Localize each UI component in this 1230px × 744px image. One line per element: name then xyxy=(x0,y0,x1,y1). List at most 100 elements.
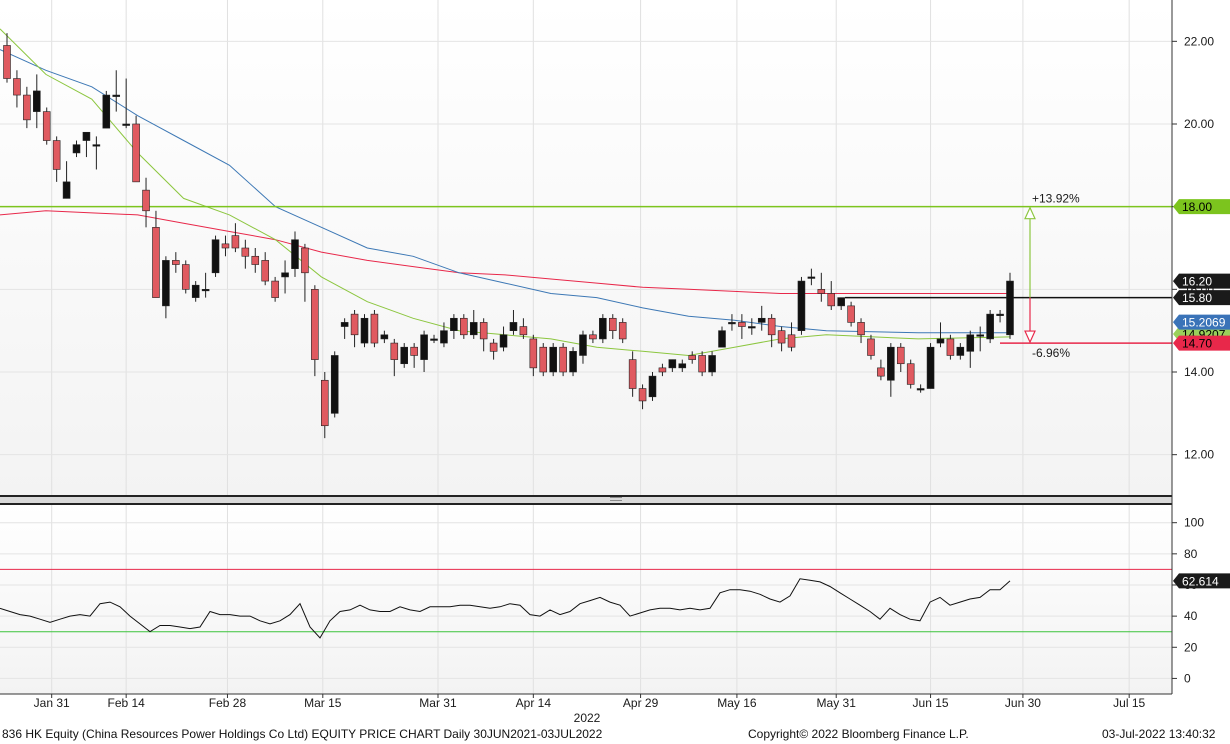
tag-level-upper: 18.00 xyxy=(1173,199,1230,215)
candle xyxy=(52,136,61,182)
tag-rsi-value-bg xyxy=(1173,573,1230,589)
x-tick-label: Jun 15 xyxy=(913,696,949,710)
candle xyxy=(42,107,51,145)
candle-body xyxy=(261,260,269,282)
candle-body xyxy=(678,363,687,369)
candle-body xyxy=(648,375,657,398)
candle-body xyxy=(787,334,796,348)
tag-last-price-bg xyxy=(1173,290,1230,306)
candle-body xyxy=(748,326,756,329)
candle-body xyxy=(728,322,736,325)
candle xyxy=(142,177,150,228)
candle-body xyxy=(42,111,51,141)
candle-body xyxy=(321,379,329,427)
candle-body xyxy=(599,317,607,340)
x-tick-label: Jun 30 xyxy=(1005,696,1041,710)
candle-body xyxy=(420,334,428,360)
x-tick-label: Mar 31 xyxy=(419,696,457,710)
candle xyxy=(62,161,71,199)
candle xyxy=(301,243,309,302)
rsi-grid xyxy=(0,504,1172,694)
candle xyxy=(519,318,528,339)
candle xyxy=(112,70,121,112)
candle-body xyxy=(350,313,359,336)
candle xyxy=(767,314,776,348)
tag-ma-blue-label: 15.2069 xyxy=(1182,316,1226,330)
candle xyxy=(430,334,438,344)
candle xyxy=(291,231,299,277)
x-tick-label: Feb 28 xyxy=(209,696,247,710)
candle xyxy=(867,334,875,360)
candle xyxy=(321,372,329,439)
candle xyxy=(906,359,915,389)
candle xyxy=(390,338,399,377)
rsi-plot xyxy=(0,568,1172,639)
candle xyxy=(241,239,250,269)
candle xyxy=(589,330,597,344)
candle xyxy=(926,343,935,389)
candle-body xyxy=(450,317,458,331)
axes: 12.0014.0016.0018.0020.0022.000204060801… xyxy=(0,0,1214,725)
candle xyxy=(668,359,677,372)
candle-body xyxy=(301,247,309,274)
x-tick-label: May 16 xyxy=(717,696,757,710)
tag-last-price-label: 15.80 xyxy=(1182,291,1212,305)
candle xyxy=(340,318,349,339)
candle-body xyxy=(767,317,776,336)
candle xyxy=(996,310,1004,323)
candle xyxy=(261,252,269,286)
candle xyxy=(410,343,418,368)
tag-rsi-value: 62.614 xyxy=(1173,573,1230,589)
candle-body xyxy=(1006,280,1014,336)
candle-body xyxy=(172,260,180,265)
candle-body xyxy=(668,359,677,369)
candle-body xyxy=(926,346,935,389)
rsi-tick-label: 20 xyxy=(1184,640,1198,654)
candle-body xyxy=(231,235,240,249)
candle-body xyxy=(132,123,140,183)
footer-timestamp: 03-Jul-2022 13:40:32 xyxy=(1102,727,1216,741)
candle xyxy=(172,252,180,273)
candle-body xyxy=(360,317,369,344)
candle xyxy=(757,305,766,331)
tag-high-bg xyxy=(1173,273,1230,289)
candle-body xyxy=(529,338,538,369)
candle-body xyxy=(370,313,379,344)
candle xyxy=(460,314,468,339)
x-tick-label: Apr 29 xyxy=(623,696,659,710)
candle xyxy=(817,272,826,302)
candle xyxy=(13,70,21,108)
candle-body xyxy=(211,239,220,274)
candle-body xyxy=(569,351,577,373)
footer-chart-description: 836 HK Equity (China Resources Power Hol… xyxy=(2,727,603,741)
tag-high-label: 16.20 xyxy=(1182,275,1212,289)
footer-copyright: Copyright© 2022 Bloomberg Finance L.P. xyxy=(748,727,969,741)
candle xyxy=(916,384,925,393)
candle-body xyxy=(460,317,468,336)
candle-body xyxy=(847,305,855,323)
candle xyxy=(539,343,548,377)
candle xyxy=(728,314,736,331)
candle-body xyxy=(549,346,557,373)
candle-body xyxy=(430,338,438,341)
candle-body xyxy=(311,289,319,360)
tag-level-lower: 14.70 xyxy=(1173,335,1230,351)
price-tick-label: 12.00 xyxy=(1184,448,1214,462)
candle-body xyxy=(777,330,786,344)
candle xyxy=(489,338,498,360)
tag-high: 16.20 xyxy=(1173,273,1230,289)
candle-body xyxy=(966,334,975,352)
candle xyxy=(559,343,567,377)
candle xyxy=(837,297,845,310)
candle-body xyxy=(162,260,170,307)
candle xyxy=(271,276,279,302)
candle-body xyxy=(291,239,299,269)
candle xyxy=(718,326,726,348)
candle-body xyxy=(698,355,706,373)
candle xyxy=(400,343,409,368)
panel-separator xyxy=(0,496,1172,504)
candle xyxy=(72,140,81,158)
candle xyxy=(529,334,538,377)
